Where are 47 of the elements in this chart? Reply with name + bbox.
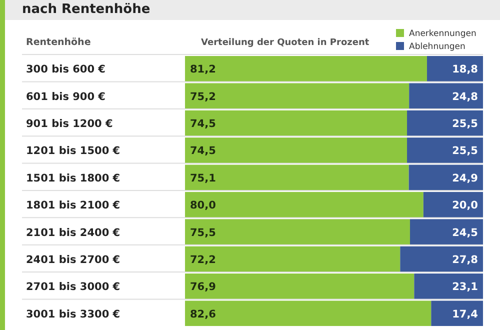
data-label: 27,8 (452, 254, 478, 266)
data-label: 24,5 (452, 226, 478, 239)
x-axis-title: Verteilung der Quoten in Prozent (201, 38, 370, 48)
bar (410, 219, 483, 244)
data-label: 81,2 (190, 64, 216, 76)
data-label: 82,6 (190, 308, 216, 320)
bar (407, 138, 483, 163)
bar (185, 138, 408, 163)
legend-label: Ablehnungen (409, 42, 466, 52)
y-axis-title: Rentenhöhe (26, 37, 91, 48)
y-tick-label: 2701 bis 3000 € (26, 281, 120, 294)
y-tick-label: 1801 bis 2100 € (26, 200, 120, 212)
data-label: 20,0 (452, 200, 478, 212)
data-label: 24,9 (452, 172, 478, 184)
data-label: 18,8 (452, 64, 478, 76)
data-label: 72,2 (190, 254, 216, 266)
y-tick-label: 2101 bis 2400 € (26, 226, 120, 239)
data-label: 75,1 (190, 172, 216, 184)
y-tick-label: 901 bis 1200 € (26, 118, 113, 130)
data-label: 24,8 (452, 90, 478, 103)
data-label: 75,5 (190, 226, 216, 239)
data-label: 75,2 (190, 90, 216, 103)
bar (185, 219, 410, 244)
y-tick-label: 300 bis 600 € (26, 64, 106, 76)
data-label: 80,0 (190, 200, 216, 212)
data-label: 74,5 (190, 118, 216, 130)
data-label: 17,4 (452, 308, 478, 320)
y-tick-label: 1201 bis 1500 € (26, 145, 120, 158)
bar (423, 192, 483, 218)
bar (185, 110, 408, 136)
bar (185, 246, 400, 272)
bar (185, 192, 424, 218)
legend-label: Anerkennungen (409, 29, 476, 39)
bar (400, 246, 483, 272)
bar (408, 164, 483, 190)
data-label: 23,1 (452, 281, 478, 294)
y-tick-label: 3001 bis 3300 € (26, 308, 120, 320)
bar (407, 110, 483, 136)
y-tick-label: 601 bis 900 € (26, 90, 106, 103)
bar (185, 164, 409, 190)
chart-title: nach Rentenhöhe (22, 2, 150, 17)
y-tick-label: 1501 bis 1800 € (26, 172, 120, 184)
data-label: 74,5 (190, 145, 216, 158)
data-label: 76,9 (190, 281, 216, 294)
y-tick-label: 2401 bis 2700 € (26, 254, 120, 266)
data-label: 25,5 (452, 145, 478, 158)
data-label: 25,5 (452, 118, 478, 130)
